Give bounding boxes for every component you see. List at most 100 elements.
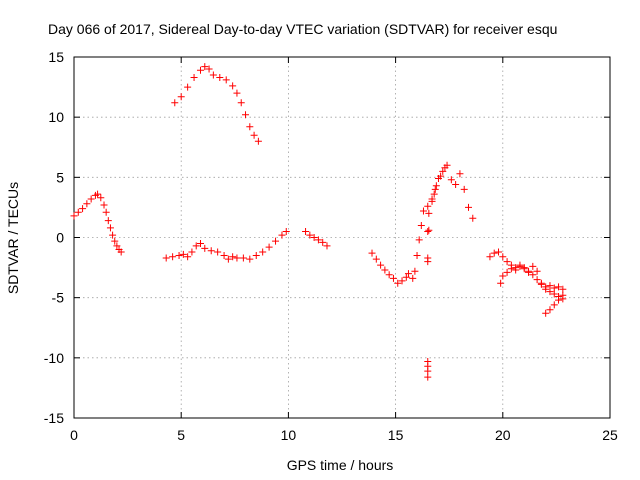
data-point-seg2 bbox=[259, 248, 267, 256]
data-point-seg3 bbox=[254, 137, 262, 145]
data-point-seg4 bbox=[323, 242, 331, 250]
data-point-seg9 bbox=[550, 284, 558, 292]
data-point-seg5 bbox=[402, 273, 410, 281]
data-point-seg10 bbox=[542, 309, 550, 317]
data-point-seg3 bbox=[250, 131, 258, 139]
y-tick-label: 5 bbox=[56, 169, 64, 185]
data-point-seg9 bbox=[542, 283, 550, 291]
data-point-seg2 bbox=[196, 240, 204, 248]
data-point-seg3 bbox=[184, 83, 192, 91]
y-tick-label: -15 bbox=[44, 410, 64, 426]
data-point-seg2 bbox=[224, 255, 232, 263]
data-point-seg1 bbox=[79, 205, 87, 213]
data-point-seg1 bbox=[83, 200, 91, 208]
data-point-seg7 bbox=[424, 367, 432, 375]
x-tick-label: 15 bbox=[388, 427, 404, 443]
data-point-seg2 bbox=[162, 254, 170, 262]
data-point-seg8 bbox=[546, 288, 554, 296]
data-point-seg4 bbox=[319, 238, 327, 246]
y-axis-label: SDTVAR / TECUs bbox=[5, 182, 21, 294]
data-point-seg6 bbox=[411, 267, 419, 275]
data-point-seg1 bbox=[74, 208, 82, 216]
data-point-seg5 bbox=[377, 261, 385, 269]
data-point-seg5 bbox=[385, 271, 393, 279]
data-point-seg1 bbox=[109, 231, 117, 239]
data-point-seg9 bbox=[516, 261, 524, 269]
data-point-seg3 bbox=[177, 93, 185, 101]
x-tick-label: 20 bbox=[495, 427, 511, 443]
data-point-seg1 bbox=[97, 194, 105, 202]
data-point-seg2 bbox=[207, 247, 215, 255]
data-point-seg6 bbox=[452, 181, 460, 189]
grid-lines bbox=[74, 57, 610, 418]
data-point-seg6 bbox=[413, 252, 421, 260]
data-point-seg3 bbox=[196, 66, 204, 74]
data-point-seg2 bbox=[239, 254, 247, 262]
data-point-seg1 bbox=[70, 212, 78, 220]
data-point-seg2 bbox=[282, 227, 290, 235]
data-point-seg3 bbox=[205, 65, 213, 73]
data-point-seg2 bbox=[192, 242, 200, 250]
data-point-seg8 bbox=[533, 276, 541, 284]
data-point-seg8 bbox=[550, 290, 558, 298]
data-point-seg9 bbox=[499, 272, 507, 280]
data-point-seg10 bbox=[555, 296, 563, 304]
data-point-seg6 bbox=[417, 221, 425, 229]
data-point-seg6 bbox=[415, 236, 423, 244]
data-points bbox=[70, 63, 567, 381]
data-point-seg9 bbox=[520, 264, 528, 272]
data-point-seg2 bbox=[278, 231, 286, 239]
data-point-seg2 bbox=[214, 248, 222, 256]
data-point-seg1 bbox=[100, 201, 108, 209]
data-point-seg10 bbox=[546, 306, 554, 314]
data-point-seg3 bbox=[242, 111, 250, 119]
data-point-seg6 bbox=[456, 170, 464, 178]
data-point-seg2 bbox=[169, 253, 177, 261]
data-point-seg2 bbox=[229, 253, 237, 261]
data-point-seg6 bbox=[419, 207, 427, 215]
x-tick-label: 5 bbox=[177, 427, 185, 443]
data-point-seg6 bbox=[439, 167, 447, 175]
data-point-seg1 bbox=[104, 217, 112, 225]
data-point-seg3 bbox=[246, 123, 254, 131]
data-point-seg7 bbox=[437, 172, 445, 180]
data-point-seg8 bbox=[490, 249, 498, 257]
data-point-seg2 bbox=[272, 237, 280, 245]
data-point-seg9 bbox=[507, 265, 515, 273]
data-point-seg2 bbox=[175, 252, 183, 260]
x-tick-label: 10 bbox=[281, 427, 297, 443]
data-point-seg2 bbox=[220, 252, 228, 260]
data-point-seg5 bbox=[398, 277, 406, 285]
data-point-seg7 bbox=[441, 164, 449, 172]
data-point-seg2 bbox=[246, 255, 254, 263]
data-point-seg8 bbox=[503, 258, 511, 266]
data-point-seg8 bbox=[499, 253, 507, 261]
data-point-seg9 bbox=[559, 285, 567, 293]
data-point-seg1 bbox=[117, 248, 125, 256]
data-point-seg7 bbox=[425, 226, 433, 234]
data-point-seg5 bbox=[368, 249, 376, 257]
data-point-seg7 bbox=[424, 373, 432, 381]
x-tick-labels: 0 5 10 15 20 25 bbox=[70, 427, 618, 443]
data-point-seg6 bbox=[447, 176, 455, 184]
plot-frame bbox=[73, 56, 611, 419]
data-point-seg7 bbox=[424, 227, 432, 235]
y-tick-label: -10 bbox=[44, 350, 64, 366]
data-point-seg5 bbox=[381, 266, 389, 274]
y-tick-label: 0 bbox=[56, 230, 64, 246]
data-point-seg3 bbox=[171, 99, 179, 107]
data-point-seg5 bbox=[389, 274, 397, 282]
data-point-seg2 bbox=[201, 244, 209, 252]
data-point-seg2 bbox=[252, 252, 260, 260]
data-point-seg4 bbox=[310, 234, 318, 241]
data-point-seg6 bbox=[469, 214, 477, 222]
data-point-seg1 bbox=[111, 237, 119, 245]
data-point-seg9 bbox=[533, 267, 541, 275]
data-point-seg4 bbox=[314, 236, 322, 244]
data-point-seg6 bbox=[424, 202, 432, 210]
x-tick-label: 25 bbox=[602, 427, 618, 443]
data-point-seg3 bbox=[229, 82, 237, 90]
data-point-seg1 bbox=[113, 242, 121, 250]
chart-title: Day 066 of 2017, Sidereal Day-to-day VTE… bbox=[48, 21, 557, 37]
